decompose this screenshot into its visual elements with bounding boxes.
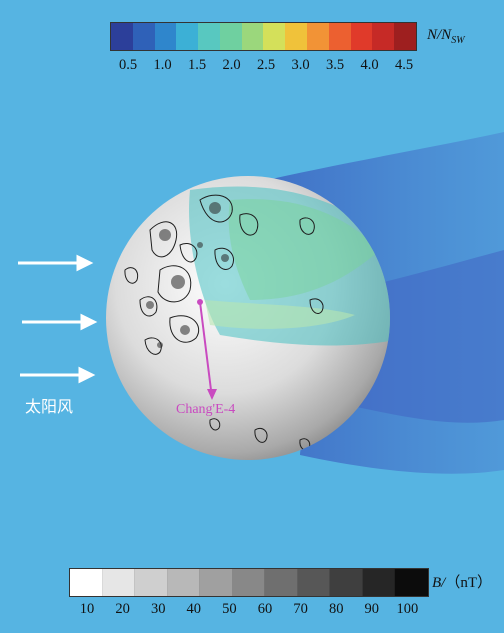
colorbar-tick-label: 4.5 <box>394 57 414 73</box>
colorbar-swatch <box>362 569 396 596</box>
density-colorbar <box>110 22 417 51</box>
colorbar-tick-label: 1.0 <box>153 57 172 73</box>
colorbar-tick-label: 20 <box>115 601 130 617</box>
colorbar-tick-label: 0.5 <box>118 57 138 73</box>
colorbar-swatch <box>372 23 395 50</box>
colorbar-swatch <box>263 23 286 50</box>
colorbar-tick-label: 3.5 <box>325 57 345 73</box>
colorbar-swatch <box>395 569 429 596</box>
colorbar-swatch <box>154 23 177 50</box>
colorbar-swatch <box>198 23 220 50</box>
colorbar-swatch <box>241 23 264 50</box>
colorbar-swatch <box>307 23 329 50</box>
colorbar-tick-label: 30 <box>150 601 166 617</box>
colorbar-swatch <box>135 569 168 596</box>
landing-site-marker <box>197 299 217 400</box>
colorbar-tick-label: 3.0 <box>291 57 310 73</box>
colorbar-tick-label: 50 <box>222 601 237 617</box>
colorbar-tick-label: 2.5 <box>256 57 276 73</box>
density-label-sub: SW <box>451 35 465 46</box>
colorbar-tick-label: 80 <box>328 601 344 617</box>
colorbar-tick-label: 10 <box>79 601 95 617</box>
colorbar-tick-label: 100 <box>396 601 419 617</box>
colorbar-swatch <box>350 23 373 50</box>
field-label-main: B/ <box>432 575 446 591</box>
field-colorbar-ticks: 10 20 30 40 50 60 70 80 90 100 <box>0 601 504 621</box>
colorbar-tick-label: 1.5 <box>187 57 207 73</box>
colorbar-swatch <box>297 569 331 596</box>
field-colorbar <box>69 568 429 597</box>
colorbar-swatch <box>70 569 103 596</box>
field-label-unit: （nT） <box>445 575 493 591</box>
solar-wind-label: 太阳风 <box>25 397 74 416</box>
colorbar-swatch <box>132 23 155 50</box>
colorbar-tick-label: 70 <box>293 601 308 617</box>
colorbar-tick-label: 40 <box>186 601 202 617</box>
solar-wind-arrows <box>18 254 98 384</box>
colorbar-swatch <box>330 569 363 596</box>
density-isosurface <box>124 186 390 451</box>
density-label-main: N/N <box>427 27 452 43</box>
colorbar-swatch <box>265 569 298 596</box>
colorbar-swatch <box>394 23 416 50</box>
colorbar-swatch <box>328 23 351 50</box>
colorbar-swatch <box>111 23 133 50</box>
landing-site-label: Chang'E-4 <box>176 402 236 417</box>
colorbar-tick-label: 90 <box>364 601 380 617</box>
colorbar-swatch <box>167 569 201 596</box>
colorbar-swatch <box>219 23 242 50</box>
colorbar-tick-label: 4.0 <box>360 57 379 73</box>
colorbar-swatch <box>285 23 308 50</box>
colorbar-swatch <box>176 23 199 50</box>
density-colorbar-label: N/NSW <box>427 27 465 46</box>
colorbar-tick-label: 60 <box>257 601 273 617</box>
colorbar-swatch <box>200 569 233 596</box>
colorbar-tick-label: 2.0 <box>222 57 241 73</box>
colorbar-swatch <box>102 569 136 596</box>
density-colorbar-ticks: 0.5 1.0 1.5 2.0 2.5 3.0 3.5 4.0 4.5 <box>0 57 504 77</box>
field-colorbar-label: B/（nT） <box>432 571 492 592</box>
colorbar-swatch <box>232 569 266 596</box>
